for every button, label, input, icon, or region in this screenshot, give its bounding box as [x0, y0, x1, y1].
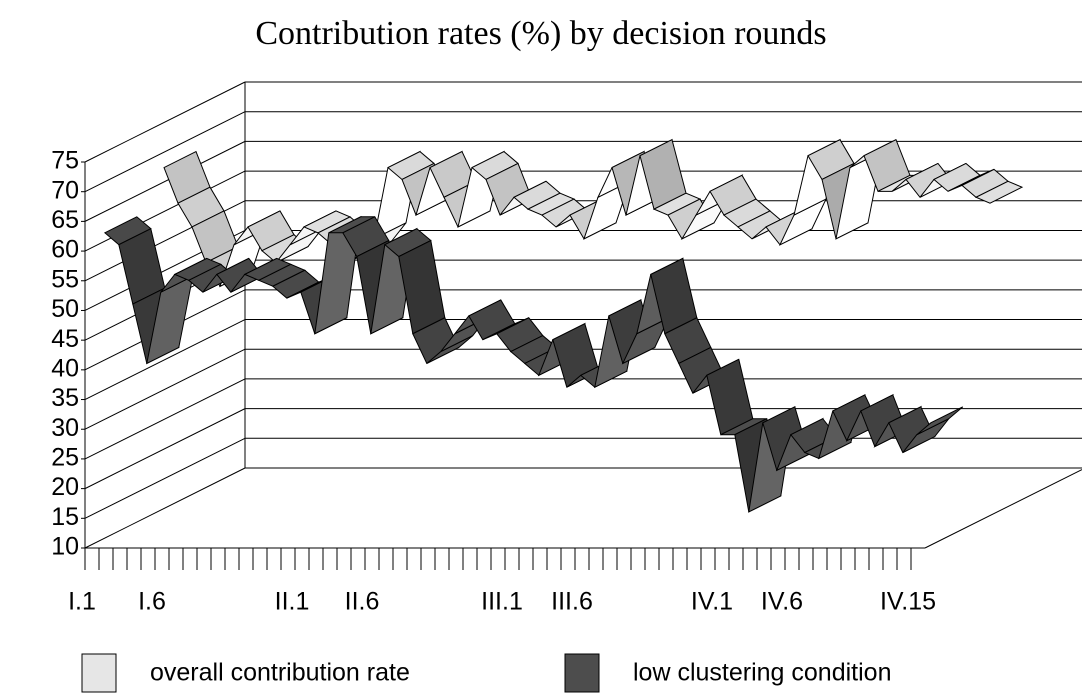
grid-line: [84, 378, 246, 460]
grid-line: [84, 319, 246, 400]
x-tick-label: II.6: [345, 588, 380, 616]
axis-line: [924, 469, 1082, 549]
y-tick-label: 40: [51, 354, 79, 382]
grid-line: [84, 408, 246, 490]
x-tick-label: III.6: [551, 588, 593, 616]
legend-label: overall contribution rate: [150, 659, 410, 687]
x-tick-label: IV.1: [691, 588, 733, 616]
y-tick-label: 45: [51, 325, 79, 353]
y-tick-label: 30: [51, 414, 79, 442]
y-tick-label: 15: [51, 503, 79, 531]
grid-line: [84, 437, 246, 519]
legend-label: low clustering condition: [633, 659, 891, 687]
y-tick-label: 50: [51, 295, 79, 323]
x-tick-label: IV.6: [761, 588, 803, 616]
chart-title: Contribution rates (%) by decision round…: [255, 15, 826, 52]
x-tick-label: I.6: [138, 588, 166, 616]
y-tick-label: 60: [51, 236, 79, 264]
x-tick-label: IV.15: [880, 588, 936, 616]
legend-swatch: [81, 653, 117, 693]
x-tick-label: III.1: [481, 588, 523, 616]
y-tick-label: 70: [51, 176, 79, 204]
y-tick-label: 35: [51, 384, 79, 412]
x-tick-label: I.1: [68, 588, 96, 616]
x-tick-label: II.1: [275, 588, 310, 616]
ribbon-segment: [974, 180, 1024, 204]
grid-line: [84, 140, 246, 222]
y-tick-label: 25: [51, 444, 79, 472]
y-tick-label: 65: [51, 206, 79, 234]
y-tick-label: 75: [51, 147, 79, 175]
grid-line: [84, 348, 246, 430]
grid-line: [84, 111, 246, 193]
ribbon-segment: [916, 406, 964, 436]
y-tick-label: 10: [51, 533, 79, 561]
grid-line: [84, 467, 246, 549]
y-tick-label: 20: [51, 473, 79, 501]
legend-swatch: [564, 653, 600, 693]
grid-line: [84, 81, 246, 163]
y-tick-label: 55: [51, 265, 79, 293]
